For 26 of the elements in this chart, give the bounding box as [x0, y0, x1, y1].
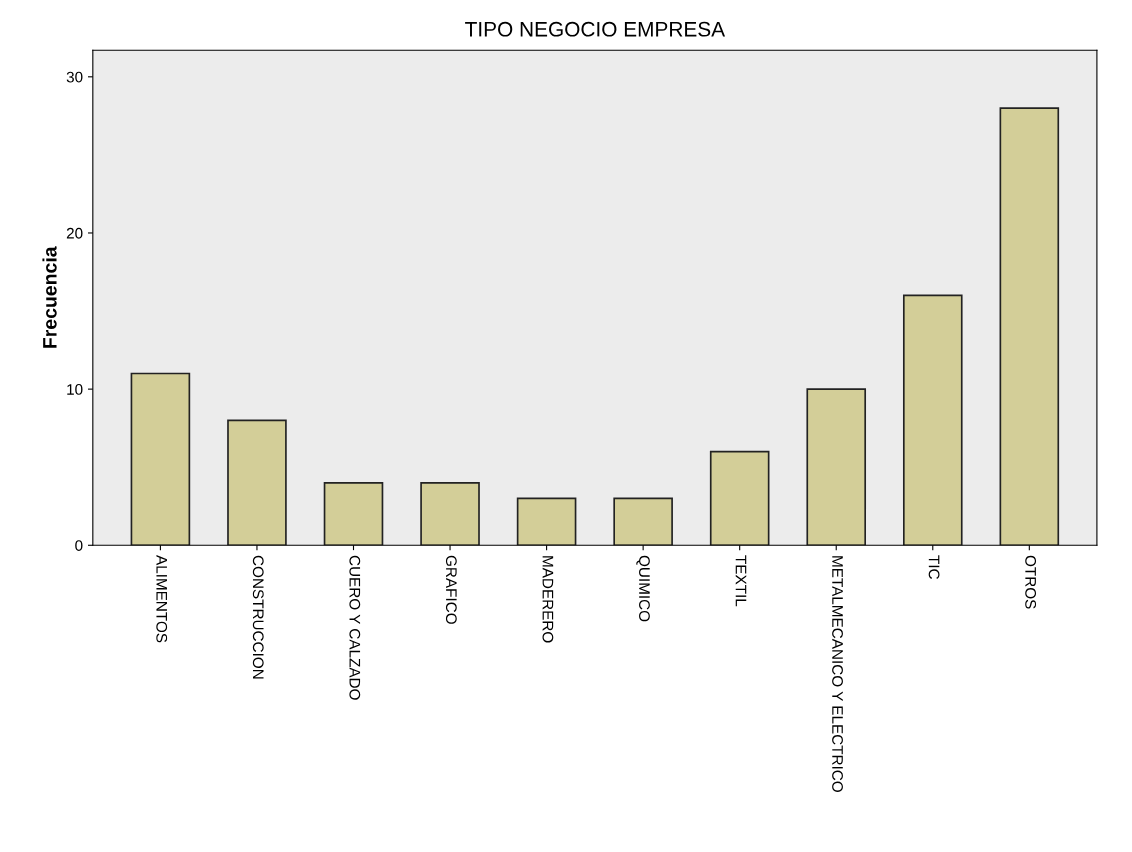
- bar: [420, 481, 480, 546]
- y-tick-label: 30: [66, 71, 83, 83]
- x-tick-label: QUIMICO: [636, 555, 650, 622]
- x-tick-label: METALMECANICO Y ELECTRICO: [832, 556, 843, 792]
- bar: [130, 372, 191, 546]
- chart-title: TIPO NEGOCIO EMPRESA: [465, 21, 726, 37]
- x-tick-label: TIC: [928, 555, 940, 580]
- bar: [323, 481, 384, 546]
- bar: [516, 497, 577, 546]
- bar: [613, 497, 673, 546]
- x-tick-label: GRAFICO: [445, 555, 457, 624]
- bar: [806, 388, 867, 546]
- x-tick-label: MADERERO: [542, 556, 554, 643]
- bar: [999, 107, 1060, 546]
- bar: [902, 294, 963, 546]
- x-tick-label: TEXTIL: [735, 555, 747, 607]
- bar: [227, 419, 287, 546]
- x-tick-label: ALIMENTOS: [156, 555, 168, 643]
- y-tick-label: 0: [75, 540, 83, 551]
- x-tick-label: CONSTRUCCION: [252, 555, 264, 679]
- y-tick-label: 20: [66, 227, 83, 239]
- x-tick-label: OTROS: [1025, 555, 1037, 609]
- bar: [709, 450, 770, 546]
- y-axis-title: Frecuencia: [42, 246, 57, 348]
- y-tick-label: 10: [67, 383, 83, 395]
- x-tick-label: CUERO Y CALZADO: [349, 555, 361, 700]
